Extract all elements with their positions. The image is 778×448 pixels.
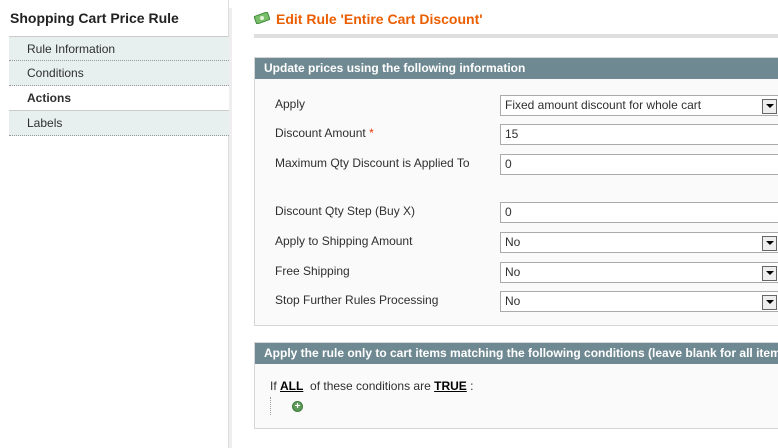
money-icon <box>254 12 270 24</box>
max-qty-input[interactable]: 0 <box>500 154 778 175</box>
chevron-down-icon <box>766 300 774 304</box>
sidebar: Shopping Cart Price Rule Rule Informatio… <box>0 0 232 448</box>
required-marker: * <box>369 126 374 140</box>
fieldset-legend: Update prices using the following inform… <box>255 58 778 79</box>
condition-statement: If ALL of these conditions are TRUE : <box>270 379 473 393</box>
page-title: Edit Rule 'Entire Cart Discount' <box>276 11 483 27</box>
stop-rules-select[interactable]: No <box>500 291 778 312</box>
discount-amount-input[interactable]: 15 <box>500 124 778 145</box>
select-value: No <box>505 294 521 308</box>
aggregator-link[interactable]: ALL <box>280 379 304 393</box>
tab-actions[interactable]: Actions <box>9 86 229 111</box>
select-value: No <box>505 235 521 249</box>
select-value: No <box>505 265 521 279</box>
conditions-fieldset: Apply the rule only to cart items matchi… <box>254 342 778 429</box>
apply-shipping-select[interactable]: No <box>500 232 778 253</box>
label-text: Discount Amount <box>275 126 366 140</box>
add-condition-icon[interactable]: + <box>292 401 303 412</box>
chevron-down-icon <box>766 104 774 108</box>
cond-prefix: If <box>270 379 277 393</box>
tab-rule-information[interactable]: Rule Information <box>9 36 229 61</box>
cond-middle: of these conditions are <box>310 379 431 393</box>
value-link[interactable]: TRUE <box>434 379 467 393</box>
field-label: Apply to Shipping Amount <box>275 234 413 248</box>
field-label: Discount Qty Step (Buy X) <box>275 204 416 218</box>
tree-line <box>270 397 271 415</box>
tab-conditions[interactable]: Conditions <box>9 61 229 86</box>
chevron-down-icon <box>766 271 774 275</box>
tab-labels[interactable]: Labels <box>9 111 229 136</box>
qty-step-input[interactable]: 0 <box>500 202 778 223</box>
field-label: Maximum Qty Discount is Applied To <box>275 156 470 170</box>
page-header: Edit Rule 'Entire Cart Discount' <box>254 8 778 38</box>
field-label: Free Shipping <box>275 264 350 278</box>
sidebar-tabs: Rule Information Conditions Actions Labe… <box>9 36 229 136</box>
chevron-down-icon <box>766 241 774 245</box>
apply-select[interactable]: Fixed amount discount for whole cart <box>500 95 778 116</box>
cond-suffix: : <box>470 379 474 393</box>
select-value: Fixed amount discount for whole cart <box>505 98 702 112</box>
field-label: Discount Amount * <box>275 124 465 142</box>
field-label: Stop Further Rules Processing <box>275 293 439 307</box>
actions-fieldset: Update prices using the following inform… <box>254 57 778 326</box>
field-label: Apply <box>275 97 306 111</box>
fieldset-legend: Apply the rule only to cart items matchi… <box>255 343 778 364</box>
free-shipping-select[interactable]: No <box>500 262 778 283</box>
sidebar-title: Shopping Cart Price Rule <box>10 10 179 26</box>
